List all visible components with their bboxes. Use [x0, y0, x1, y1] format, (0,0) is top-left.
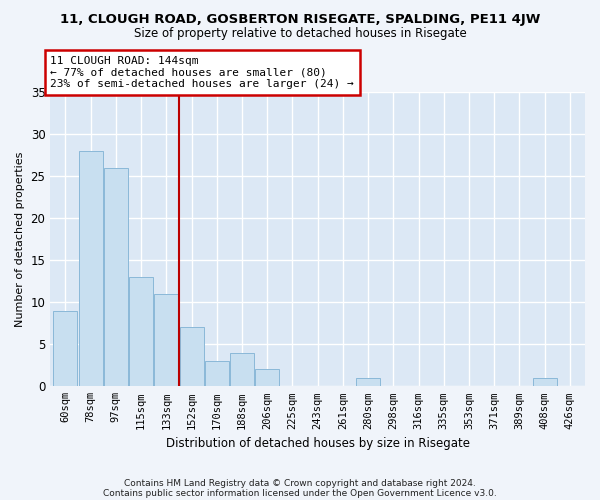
Bar [179, 328, 203, 386]
Bar [356, 378, 380, 386]
Text: Contains public sector information licensed under the Open Government Licence v3: Contains public sector information licen… [103, 488, 497, 498]
Bar [104, 168, 128, 386]
Bar [205, 361, 229, 386]
Bar [129, 277, 153, 386]
Bar [53, 310, 77, 386]
Bar [79, 151, 103, 386]
Bar [533, 378, 557, 386]
Text: Contains HM Land Registry data © Crown copyright and database right 2024.: Contains HM Land Registry data © Crown c… [124, 478, 476, 488]
Text: 11 CLOUGH ROAD: 144sqm
← 77% of detached houses are smaller (80)
23% of semi-det: 11 CLOUGH ROAD: 144sqm ← 77% of detached… [50, 56, 354, 89]
Bar [255, 370, 279, 386]
Bar [230, 352, 254, 386]
Text: Size of property relative to detached houses in Risegate: Size of property relative to detached ho… [134, 28, 466, 40]
Bar [154, 294, 178, 386]
X-axis label: Distribution of detached houses by size in Risegate: Distribution of detached houses by size … [166, 437, 470, 450]
Text: 11, CLOUGH ROAD, GOSBERTON RISEGATE, SPALDING, PE11 4JW: 11, CLOUGH ROAD, GOSBERTON RISEGATE, SPA… [60, 12, 540, 26]
Y-axis label: Number of detached properties: Number of detached properties [15, 152, 25, 327]
